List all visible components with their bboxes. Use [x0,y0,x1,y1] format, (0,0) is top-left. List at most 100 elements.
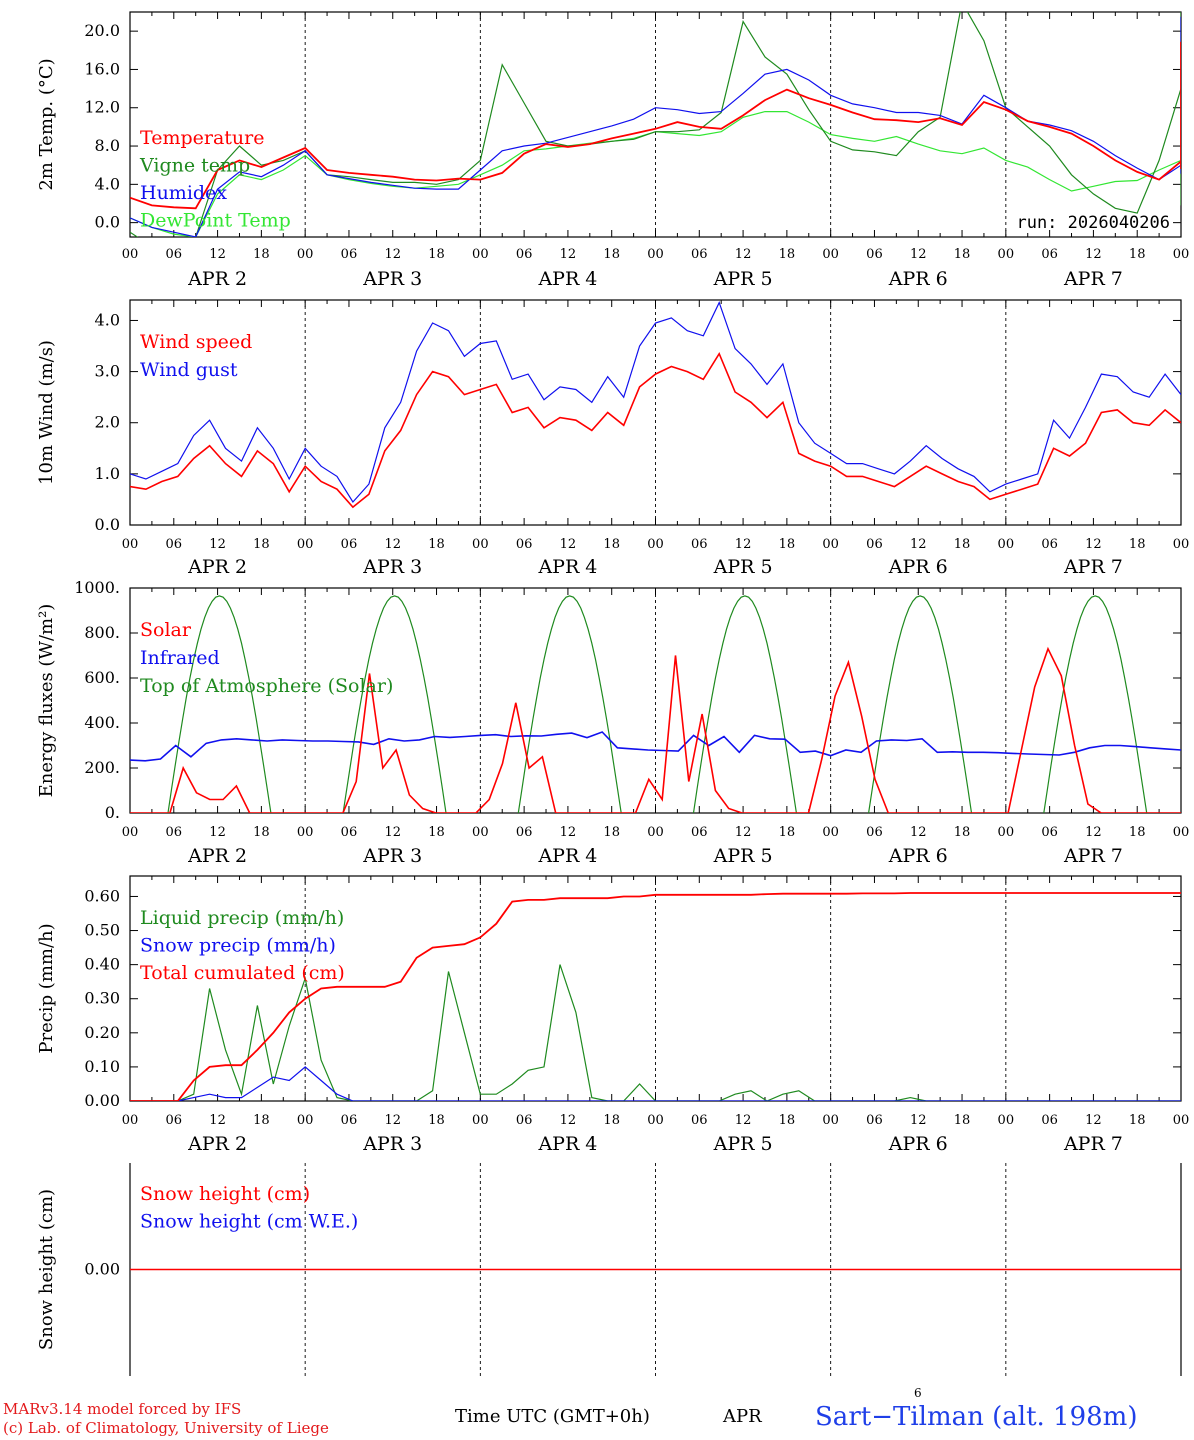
y-tick-label: 0.60 [84,886,120,905]
x-tick-label: 06 [516,247,533,262]
x-tick-label: 00 [998,247,1015,262]
legend-entry: Temperature [140,127,264,149]
x-tick-label: 18 [779,825,796,840]
x-tick-label: 00 [1173,1113,1190,1128]
x-tick-label: 06 [866,825,883,840]
x-tick-label: 12 [910,1113,927,1128]
x-tick-label: 00 [822,537,839,552]
y-tick-label: 600. [84,668,120,687]
x-tick-label: 12 [735,247,752,262]
series-line-dewpoint-temp [130,96,1181,237]
x-tick-label: 18 [603,537,620,552]
y-tick-label: 1.0 [95,464,120,483]
legend-entry: Wind gust [140,359,238,381]
x-tick-label: 06 [166,247,183,262]
y-axis-label: Precip (mm/h) [36,923,57,1053]
day-marker: 6 [914,1386,922,1400]
x-tick-label: 00 [297,247,314,262]
series-line-wind-speed [130,351,1181,509]
x-tick-label: 00 [472,825,489,840]
x-tick-label: 18 [954,1113,971,1128]
day-label: APR 2 [187,268,247,290]
x-tick-label: 00 [297,537,314,552]
x-tick-label: 18 [253,247,270,262]
x-tick-label: 06 [1041,247,1058,262]
time-axis-label: Time UTC (GMT+0h) [455,1406,650,1427]
credit-line-1: MARv3.14 model forced by IFS [3,1400,242,1418]
x-tick-label: 06 [341,1113,358,1128]
x-tick-label: 00 [122,537,139,552]
x-tick-label: 18 [603,825,620,840]
legend-entry: Snow precip (mm/h) [140,935,336,957]
y-tick-label: 0. [105,803,120,822]
legend-entry: Top of Atmosphere (Solar) [140,675,393,697]
y-axis-label: 10m Wind (m/s) [36,340,57,485]
x-tick-label: 12 [560,537,577,552]
legend-entry: Wind speed [140,331,252,353]
series-line-humidex [130,16,1181,237]
x-tick-label: 18 [1129,537,1146,552]
x-tick-label: 12 [1085,825,1102,840]
x-tick-label: 12 [209,247,226,262]
x-tick-label: 18 [428,1113,445,1128]
x-tick-label: 00 [647,537,664,552]
series-line-temperature [130,41,1181,210]
x-tick-label: 06 [166,825,183,840]
x-tick-label: 18 [253,825,270,840]
day-label: APR 2 [187,845,247,867]
y-tick-label: 0.10 [84,1057,120,1076]
y-axis-label: Snow height (cm) [36,1189,57,1350]
day-label: APR 4 [537,845,597,867]
x-tick-label: 12 [910,825,927,840]
x-tick-label: 06 [516,537,533,552]
series-line-total-cumulated-cm- [130,892,1181,1101]
day-label: APR 3 [362,556,422,578]
day-label: APR 6 [888,556,948,578]
x-tick-label: 00 [1173,825,1190,840]
day-label: APR 6 [888,1133,948,1155]
x-tick-label: 18 [253,537,270,552]
day-label: APR 3 [362,268,422,290]
x-tick-label: 18 [1129,247,1146,262]
x-tick-label: 00 [472,1113,489,1128]
x-tick-label: 06 [691,247,708,262]
x-tick-label: 06 [866,247,883,262]
x-tick-label: 00 [297,825,314,840]
x-tick-label: 00 [998,1113,1015,1128]
legend-entry: Snow height (cm W.E.) [140,1211,358,1233]
credit-line-2: (c) Lab. of Climatology, University of L… [3,1419,329,1437]
x-tick-label: 00 [1173,537,1190,552]
day-label: APR 5 [713,1133,773,1155]
y-tick-label: 3.0 [95,362,120,381]
day-label: APR 5 [713,556,773,578]
day-label: APR 3 [362,1133,422,1155]
x-tick-label: 18 [428,537,445,552]
x-tick-label: 00 [647,247,664,262]
x-tick-label: 00 [822,825,839,840]
x-tick-label: 00 [122,247,139,262]
series-line-liquid-precip-mm-h- [130,964,1181,1101]
x-tick-label: 06 [166,537,183,552]
plot-frame [129,299,1182,526]
day-label: APR 2 [187,556,247,578]
x-tick-label: 06 [516,825,533,840]
x-tick-label: 12 [209,825,226,840]
panel-wind: 00 06 12 18 APR 2 00 06 12 18 APR 3 00 06 12 18 APR 4 0… [36,299,1190,578]
legend-entry: Solar [140,619,192,641]
panel-temp: 00 06 12 18 APR 2 00 06 12 18 APR 3 00 06 12 18 APR 4 0… [36,11,1190,290]
x-tick-label: 18 [779,247,796,262]
x-tick-label: 06 [691,825,708,840]
x-tick-label: 12 [735,537,752,552]
day-label: APR 6 [888,845,948,867]
x-tick-label: 06 [691,537,708,552]
day-label: APR 7 [1063,268,1123,290]
x-tick-label: 00 [1173,247,1190,262]
y-tick-label: 0.50 [84,921,120,940]
x-tick-label: 06 [1041,1113,1058,1128]
x-tick-label: 12 [910,247,927,262]
series-line-vigne-temp [130,12,1181,237]
panel-precip: 00 06 12 18 APR 2 00 06 12 18 APR 3 00 06 12 18 APR 4 0… [36,875,1190,1155]
x-tick-label: 06 [691,1113,708,1128]
x-tick-label: 00 [647,1113,664,1128]
day-label: APR 6 [888,268,948,290]
